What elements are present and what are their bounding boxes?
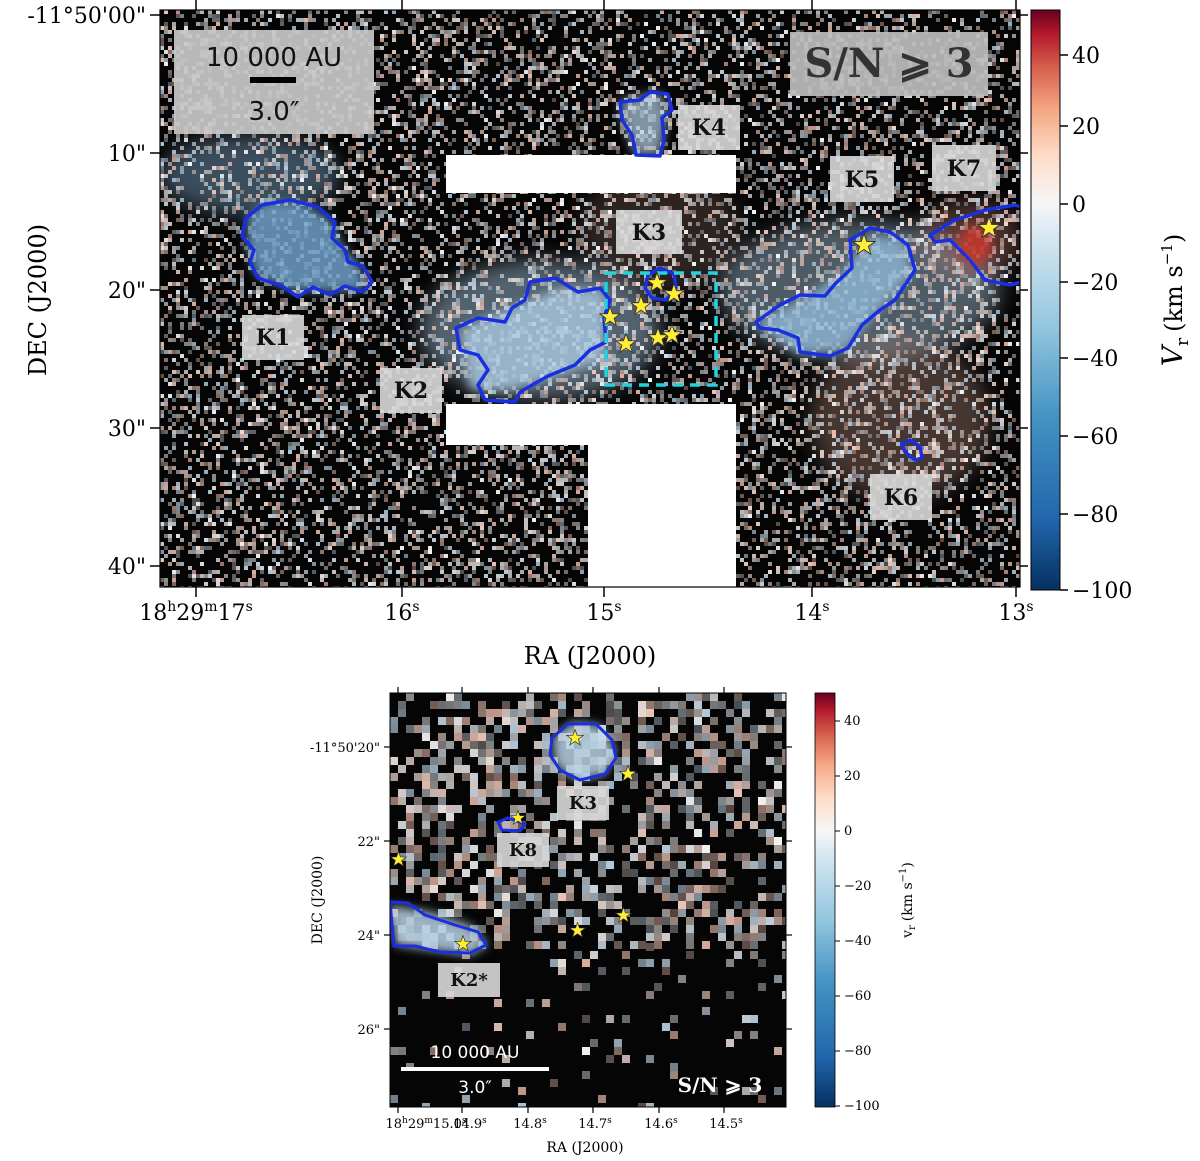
y-tick-label: 30" — [108, 417, 146, 442]
colorbar-tick-label: −60 — [1072, 425, 1118, 450]
bottom-colorbar-title: vr(km s−1) — [898, 862, 918, 939]
x-tick-label: 14.9s — [453, 1116, 487, 1132]
x-tick-label: 18h29m15.0s — [385, 1116, 466, 1132]
contour-k4 — [618, 90, 674, 158]
knot-label-k6: K6 — [884, 485, 918, 511]
scale-bar-au-label-zoom: 10 000 AU — [431, 1043, 520, 1063]
knot-label-k3: K3 — [632, 220, 666, 246]
top-colorbar-gradient — [1030, 9, 1061, 591]
x-tick-label: 13s — [998, 599, 1033, 626]
contour-k7 — [928, 203, 1020, 287]
scale-bar-au-label: 10 000 AU — [206, 43, 342, 73]
x-tick-label: 16s — [384, 599, 419, 626]
contour-k1 — [240, 198, 374, 299]
colorbar-tick-label: 20 — [844, 769, 861, 784]
top-velocity-map: K1 K2 K3 K4 K5 K6 K7 10 000 AU 3.0″ — [24, 0, 1193, 670]
knot-label-k3-zoom: K3 — [569, 793, 597, 814]
scale-bar-arcsec-label-zoom: 3.0″ — [458, 1078, 491, 1098]
bottom-y-tick-labels: -11°50'20" 22" 24" 26" — [310, 741, 380, 1038]
top-y-tick-labels: -11°50'00" 10" 20" 30" 40" — [27, 4, 146, 580]
mask-upper — [446, 155, 736, 193]
x-tick-label: 14.8s — [513, 1116, 547, 1132]
bottom-velocity-map: K3 K8 K2* 10 000 AU 3.0″ S/N ⩾ 3 — [310, 687, 918, 1156]
colorbar-tick-label: −40 — [1072, 347, 1118, 372]
scale-bar-arcsec-label: 3.0″ — [248, 97, 299, 127]
bottom-colorbar: 40 20 0 −20 −40 −60 −80 −100 vr(km s−1) — [814, 692, 918, 1114]
top-colorbar: 40 20 0 −20 −40 −60 −80 −100 Vr(km s−1) — [1030, 9, 1193, 604]
top-x-axis-title: RA (J2000) — [524, 642, 656, 670]
colorbar-tick-label: −20 — [844, 879, 871, 894]
bottom-scale-bar: 10 000 AU 3.0″ — [401, 1043, 549, 1098]
knot-label-k2: K2 — [394, 378, 428, 404]
top-knot-labels: K1 K2 K3 K4 K5 K6 K7 — [242, 105, 996, 520]
bottom-map-frame — [389, 692, 787, 1108]
sn-label-zoom: S/N ⩾ 3 — [678, 1073, 763, 1097]
bottom-contours — [390, 722, 618, 955]
y-tick-label: 26" — [357, 1023, 380, 1038]
colorbar-tick-label: −80 — [1072, 503, 1118, 528]
knot-label-k7: K7 — [947, 156, 981, 182]
top-map-frame — [159, 9, 1021, 588]
colorbar-tick-label: 0 — [844, 824, 852, 839]
y-tick-label: 10" — [108, 142, 146, 167]
x-tick-label: 14.6s — [644, 1116, 678, 1132]
colorbar-tick-label: 0 — [1072, 193, 1086, 218]
colorbar-tick-label: −20 — [1072, 271, 1118, 296]
zoom-box — [604, 271, 718, 387]
contour-k5 — [754, 226, 917, 358]
contour-k6 — [900, 438, 924, 462]
x-tick-label: 15s — [586, 599, 621, 626]
y-tick-label: -11°50'20" — [310, 741, 380, 756]
knot-label-k8: K8 — [509, 840, 537, 861]
top-sn-badge: S/N ⩾ 3 — [790, 32, 988, 96]
y-tick-label: 22" — [357, 835, 380, 850]
x-tick-label: 14.7s — [578, 1116, 612, 1132]
mask-lower — [446, 404, 736, 587]
y-tick-label: 40" — [108, 555, 146, 580]
colorbar-tick-label: 40 — [1072, 44, 1100, 69]
colorbar-tick-label: 40 — [844, 714, 861, 729]
colorbar-tick-label: −100 — [1072, 579, 1132, 604]
top-y-axis-title: DEC (J2000) — [24, 224, 52, 376]
bottom-y-axis-title: DEC (J2000) — [310, 856, 326, 945]
top-scale-bar: 10 000 AU 3.0″ — [174, 30, 374, 134]
contour-k2star — [390, 900, 489, 955]
y-tick-label: -11°50'00" — [27, 4, 146, 29]
colorbar-tick-label: −100 — [844, 1099, 880, 1114]
top-x-tick-labels: 18h29m17s 16s 15s 14s 13s — [139, 599, 1033, 626]
bottom-colorbar-gradient — [814, 692, 836, 1108]
x-tick-label: 18h29m17s — [139, 599, 253, 626]
x-tick-label: 14s — [794, 599, 829, 626]
knot-label-k5: K5 — [845, 167, 879, 193]
colorbar-tick-label: −40 — [844, 934, 871, 949]
bottom-ticks — [384, 687, 792, 1113]
colorbar-tick-label: 20 — [1072, 115, 1100, 140]
sn-label: S/N ⩾ 3 — [804, 40, 973, 87]
y-tick-label: 24" — [357, 929, 380, 944]
knot-label-k4: K4 — [692, 115, 726, 141]
knot-label-k1: K1 — [256, 325, 290, 351]
x-tick-label: 14.5s — [709, 1116, 743, 1132]
knot-label-k2star: K2* — [450, 970, 488, 991]
colorbar-tick-label: −80 — [844, 1044, 871, 1059]
bottom-x-axis-title: RA (J2000) — [546, 1140, 623, 1156]
contour-k8 — [495, 816, 528, 833]
bottom-x-tick-labels: 18h29m15.0s 14.9s 14.8s 14.7s 14.6s 14.5… — [385, 1116, 743, 1132]
top-ticks — [150, 0, 1028, 597]
y-tick-label: 20" — [108, 279, 146, 304]
contour-k3-zoom — [548, 722, 618, 782]
colorbar-tick-label: −60 — [844, 989, 871, 1004]
top-colorbar-title: Vr(km s−1) — [1156, 234, 1193, 366]
bottom-knot-labels: K3 K8 K2* — [438, 786, 609, 997]
